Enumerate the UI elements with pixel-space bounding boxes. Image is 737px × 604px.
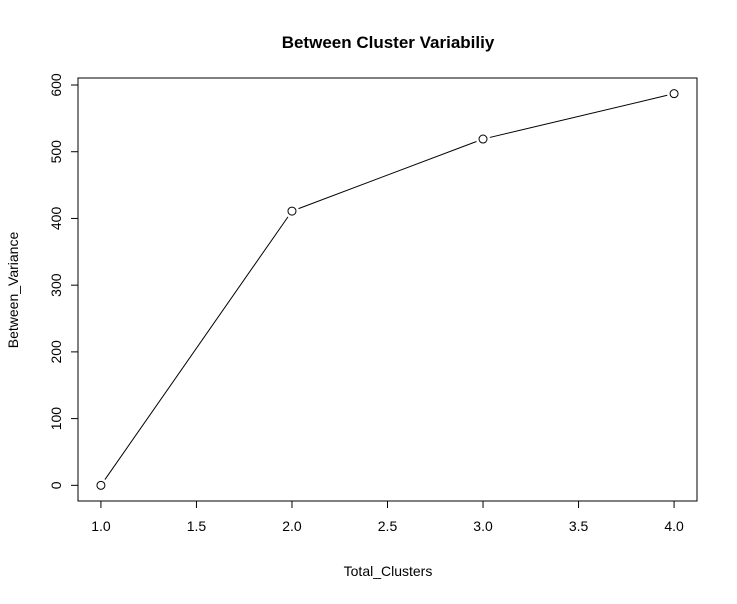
x-tick-label: 1.0 xyxy=(91,518,111,534)
series-line-segment xyxy=(489,94,668,138)
y-tick-label: 0 xyxy=(48,481,64,489)
data-point xyxy=(287,206,297,216)
plot-area-frame xyxy=(77,77,698,502)
series-between-variance xyxy=(96,89,679,490)
x-axis: 1.0 1.5 2.0 2.5 3.0 3.5 4.0 xyxy=(91,500,684,534)
y-tick-label: 400 xyxy=(48,207,64,231)
y-tick-label: 200 xyxy=(48,340,64,364)
x-tick-label: 3.0 xyxy=(473,518,493,534)
x-tick-label: 4.0 xyxy=(664,518,684,534)
x-tick-label: 3.5 xyxy=(569,518,589,534)
y-axis-label: Between_Variance xyxy=(5,232,21,349)
data-point xyxy=(478,134,488,144)
x-tick-label: 1.5 xyxy=(187,518,207,534)
y-tick-label: 100 xyxy=(48,407,64,431)
chart-title: Between Cluster Variabiliy xyxy=(282,33,495,52)
y-tick-label: 300 xyxy=(48,273,64,297)
x-axis-label: Total_Clusters xyxy=(344,563,433,579)
series-line-segment xyxy=(104,216,289,480)
y-axis: 0 100 200 300 400 500 600 xyxy=(48,73,79,489)
y-tick-label: 600 xyxy=(48,73,64,97)
y-tick-label: 500 xyxy=(48,140,64,164)
series-line-segment xyxy=(298,141,477,210)
x-tick-label: 2.5 xyxy=(378,518,398,534)
x-tick-label: 2.0 xyxy=(282,518,302,534)
data-point xyxy=(96,480,106,490)
data-point xyxy=(669,89,679,99)
